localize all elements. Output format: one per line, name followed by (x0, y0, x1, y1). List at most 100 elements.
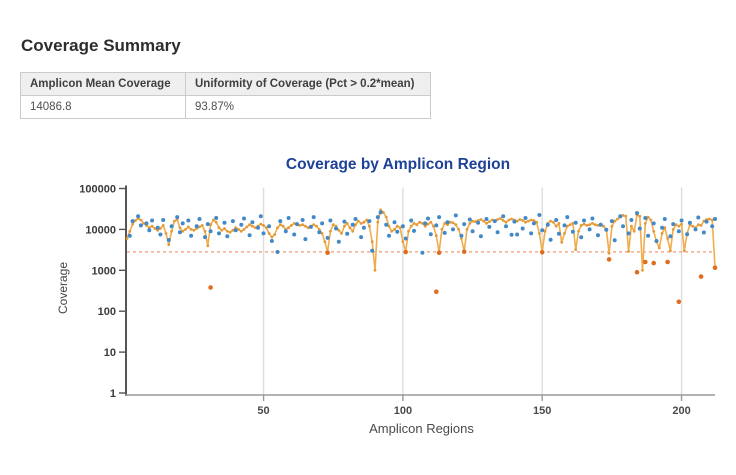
line-marker (395, 224, 399, 228)
line-marker (643, 222, 647, 225)
scatter-point (462, 222, 467, 227)
line-marker (214, 220, 218, 224)
scatter-point (701, 230, 706, 235)
line-marker (245, 225, 249, 229)
scatter-point (515, 232, 520, 237)
scatter-point (635, 211, 639, 216)
line-marker (345, 222, 349, 225)
scatter-point (150, 218, 155, 223)
scatter-point (239, 222, 244, 227)
line-marker (501, 219, 505, 222)
scatter-point (186, 218, 191, 223)
scatter-point (267, 224, 272, 229)
line-marker (565, 224, 569, 228)
line-marker (532, 219, 536, 222)
scatter-point (250, 220, 255, 225)
line-marker (663, 226, 667, 230)
scatter-point (637, 226, 642, 231)
line-marker (382, 211, 385, 214)
y-tick-label: 1000 (92, 265, 116, 277)
scatter-point (370, 248, 375, 253)
line-marker (329, 229, 332, 233)
x-tick-label: 100 (394, 405, 412, 417)
scatter-point (180, 221, 185, 226)
line-marker (147, 226, 151, 230)
scatter-point (520, 226, 525, 231)
outlier-point (643, 259, 648, 265)
line-marker (557, 222, 561, 225)
line-marker (409, 224, 413, 228)
line-marker (393, 228, 396, 231)
scatter-point (618, 214, 623, 219)
scatter-point (261, 231, 266, 236)
line-marker (128, 229, 132, 233)
scatter-point (144, 221, 149, 226)
scatter-point (654, 239, 659, 243)
scatter-point (387, 233, 391, 238)
page-title: Coverage Summary (21, 36, 181, 55)
line-marker (468, 222, 472, 225)
line-marker (415, 223, 419, 227)
line-marker (237, 228, 240, 231)
line-marker (627, 250, 630, 253)
x-axis-label: Amplicon Regions (369, 421, 474, 436)
line-marker (571, 222, 575, 225)
line-marker (577, 229, 580, 233)
line-marker (677, 224, 681, 228)
line-marker (666, 237, 669, 240)
scatter-point (687, 220, 692, 225)
scatter-point (612, 238, 617, 243)
line-marker (423, 224, 427, 228)
outlier-point (325, 250, 330, 255)
line-marker (281, 224, 285, 228)
scatter-point (476, 220, 481, 225)
scatter-point (155, 225, 160, 230)
line-marker (209, 223, 213, 227)
coverage-summary-table: Amplicon Mean Coverage Uniformity of Cov… (20, 72, 431, 119)
line-marker (563, 232, 566, 235)
line-marker (212, 218, 215, 222)
outlier-point (712, 265, 718, 271)
scatter-point (325, 235, 330, 240)
line-marker (170, 229, 174, 233)
line-marker (630, 224, 633, 228)
scatter-point (295, 222, 299, 227)
scatter-point (529, 231, 534, 236)
line-marker (370, 240, 374, 244)
line-marker (507, 218, 511, 222)
line-marker (451, 221, 455, 225)
line-marker (649, 218, 653, 222)
scatter-point (545, 222, 550, 227)
line-marker (348, 226, 352, 230)
line-marker (490, 218, 494, 222)
scatter-point (177, 230, 182, 235)
outlier-point (434, 289, 439, 294)
line-marker (156, 228, 160, 232)
line-marker (652, 229, 656, 233)
line-marker (660, 232, 664, 235)
line-marker (504, 220, 508, 224)
scatter-point (403, 236, 408, 241)
scatter-point (660, 225, 665, 230)
scatter-point (286, 216, 291, 220)
y-tick-label: 100000 (79, 184, 116, 196)
scatter-point (609, 219, 614, 224)
scatter-point (556, 231, 561, 236)
line-marker (412, 222, 416, 225)
line-marker (485, 222, 488, 225)
scatter-point (442, 230, 447, 235)
line-marker (354, 223, 357, 227)
scatter-point (175, 215, 180, 220)
line-marker (150, 224, 154, 228)
scatter-point (495, 230, 500, 235)
scatter-point (378, 210, 383, 215)
scatter-point (693, 227, 698, 232)
line-marker (657, 246, 661, 250)
outlier-point (539, 250, 545, 255)
x-tick-label: 200 (672, 405, 690, 417)
table-header-row: Amplicon Mean Coverage Uniformity of Cov… (20, 72, 431, 96)
scatter-point (336, 239, 341, 244)
line-marker (159, 227, 162, 230)
line-marker (287, 226, 290, 230)
line-marker (173, 219, 176, 223)
